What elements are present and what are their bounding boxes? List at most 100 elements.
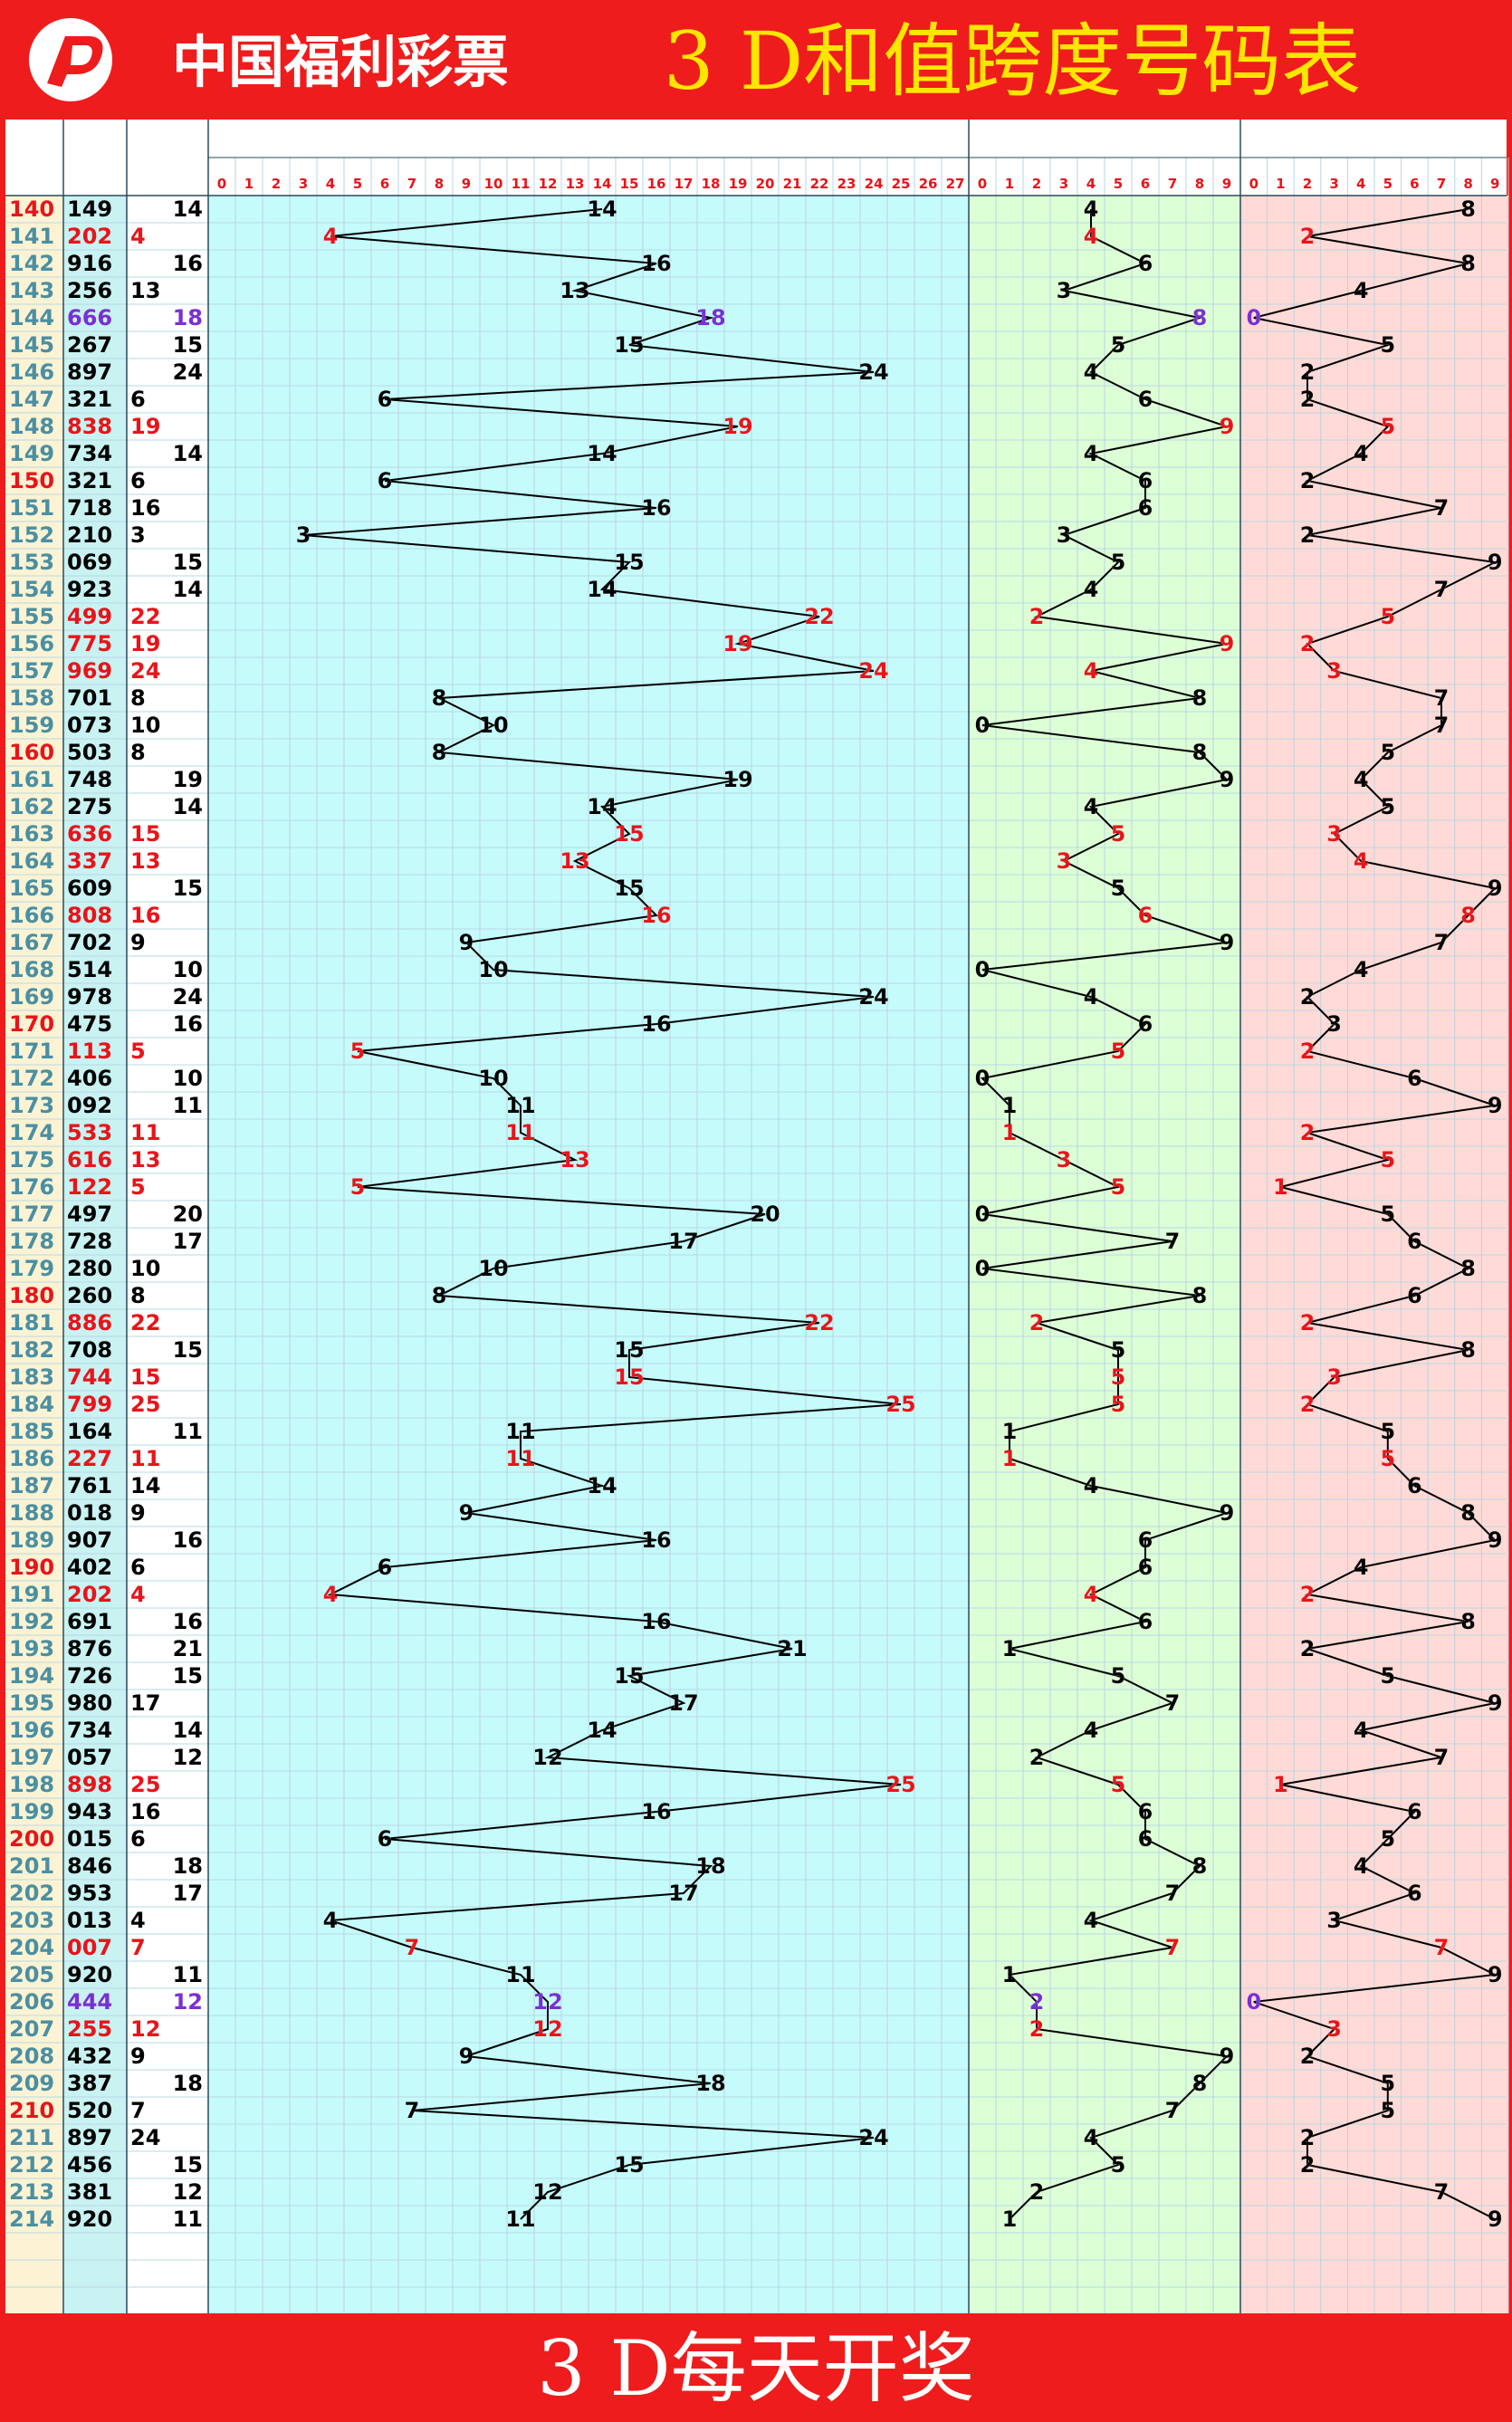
sum-point-label: 12 — [532, 2179, 562, 2205]
span-point-label: 5 — [1380, 740, 1395, 765]
tail-point-label: 2 — [1029, 2016, 1045, 2042]
number-cell: 920 — [67, 1962, 112, 1987]
span-point-label: 3 — [1326, 1011, 1342, 1037]
tail-point-label: 7 — [1165, 1935, 1181, 1960]
issue-cell: 151 — [9, 495, 54, 521]
span-tick-label: 7 — [1437, 176, 1446, 192]
sum-point-label: 17 — [668, 1881, 698, 1906]
tail-point-label: 4 — [1084, 1473, 1099, 1498]
span-point-label: 2 — [1300, 1582, 1316, 1607]
issue-cell: 200 — [9, 1826, 54, 1852]
sum-point-label: 13 — [560, 848, 589, 874]
sum-cell: 3 — [130, 522, 146, 548]
number-cell: 761 — [67, 1473, 112, 1498]
issue-cell: 193 — [9, 1636, 54, 1661]
tail-point-label: 6 — [1138, 1826, 1153, 1852]
number-cell: 387 — [67, 2071, 112, 2096]
span-point-label: 6 — [1407, 1283, 1422, 1308]
issue-cell: 198 — [9, 1772, 54, 1797]
tail-point-label: 5 — [1111, 1772, 1126, 1797]
number-cell: 718 — [67, 495, 112, 521]
number-cell: 897 — [67, 2125, 112, 2150]
issue-cell: 209 — [9, 2071, 54, 2096]
tail-point-label: 6 — [1138, 495, 1153, 521]
sum-cell: 11 — [130, 1446, 160, 1471]
number-cell: 744 — [67, 1364, 112, 1390]
sum-cell: 4 — [130, 1908, 146, 1933]
issue-cell: 182 — [9, 1337, 54, 1363]
sum-tick-label: 11 — [512, 176, 531, 192]
span-point-label: 2 — [1300, 1392, 1316, 1417]
sum-tick-label: 17 — [675, 176, 694, 192]
sum-tick-label: 18 — [702, 176, 721, 192]
sum-cell: 16 — [173, 1609, 203, 1634]
span-point-label: 2 — [1300, 1636, 1316, 1661]
number-cell: 533 — [67, 1120, 112, 1145]
sum-point-label: 11 — [505, 1446, 535, 1471]
issue-cell: 156 — [9, 631, 54, 656]
number-cell: 691 — [67, 1609, 112, 1634]
sum-cell: 14 — [130, 1473, 160, 1498]
sum-cell: 11 — [173, 2207, 203, 2232]
span-point-label: 4 — [1354, 957, 1369, 982]
tail-point-label: 9 — [1220, 1500, 1235, 1526]
span-point-label: 2 — [1300, 359, 1316, 385]
sum-tick-label: 3 — [299, 176, 308, 192]
issue-cell: 186 — [9, 1446, 54, 1471]
issue-cell: 145 — [9, 332, 54, 358]
issue-cell: 191 — [9, 1582, 54, 1607]
number-cell: 092 — [67, 1093, 112, 1118]
number-cell: 520 — [67, 2098, 112, 2123]
issue-cell: 168 — [9, 957, 54, 982]
tail-point-label: 6 — [1138, 387, 1153, 412]
issue-cell: 212 — [9, 2152, 54, 2178]
span-point-label: 7 — [1434, 1745, 1450, 1770]
span-point-label: 7 — [1434, 713, 1450, 738]
span-point-label: 0 — [1246, 305, 1261, 330]
tail-point-label: 6 — [1138, 1527, 1153, 1553]
tail-point-label: 4 — [1084, 441, 1099, 466]
sum-cell: 15 — [173, 876, 203, 901]
issue-cell: 146 — [9, 359, 54, 385]
sum-cell: 16 — [130, 903, 160, 928]
span-point-label: 5 — [1380, 1201, 1395, 1227]
issue-cell: 154 — [9, 577, 54, 602]
tail-point-label: 4 — [1084, 658, 1099, 684]
issue-cell: 160 — [9, 740, 54, 765]
number-cell: 701 — [67, 685, 112, 711]
sum-point-label: 24 — [858, 984, 888, 1010]
sum-point-label: 11 — [505, 1962, 535, 1987]
tail-point-label: 5 — [1111, 1039, 1126, 1064]
sum-cell: 11 — [173, 1093, 203, 1118]
issue-cell: 184 — [9, 1392, 54, 1417]
tail-point-label: 2 — [1029, 1310, 1045, 1335]
span-point-label: 5 — [1380, 2071, 1395, 2096]
span-tick-label: 0 — [1249, 176, 1258, 192]
number-cell: 897 — [67, 359, 112, 385]
sum-cell: 15 — [130, 821, 160, 847]
sum-cell: 22 — [130, 1310, 160, 1335]
header-banner — [0, 0, 1512, 120]
sum-cell: 15 — [173, 332, 203, 358]
sum-cell: 15 — [130, 1364, 160, 1390]
sum-cell: 10 — [130, 1256, 160, 1281]
tail-point-label: 4 — [1084, 794, 1099, 819]
tail-tick-label: 9 — [1222, 176, 1231, 192]
number-cell: 280 — [67, 1256, 112, 1281]
sum-point-label: 15 — [614, 1337, 644, 1363]
number-cell: 734 — [67, 1718, 112, 1743]
number-cell: 122 — [67, 1174, 112, 1200]
span-point-label: 5 — [1380, 2098, 1395, 2123]
span-trend-line — [1253, 208, 1498, 2220]
sum-cell: 16 — [173, 251, 203, 276]
sum-tick-label: 13 — [566, 176, 585, 192]
number-cell: 015 — [67, 1826, 112, 1852]
number-cell: 876 — [67, 1636, 112, 1661]
span-point-label: 5 — [1380, 604, 1395, 629]
sum-cell: 13 — [130, 1147, 160, 1173]
number-cell: 920 — [67, 2207, 112, 2232]
issue-cell: 179 — [9, 1256, 54, 1281]
sum-point-label: 8 — [432, 740, 447, 765]
sum-tick-label: 4 — [326, 176, 335, 192]
